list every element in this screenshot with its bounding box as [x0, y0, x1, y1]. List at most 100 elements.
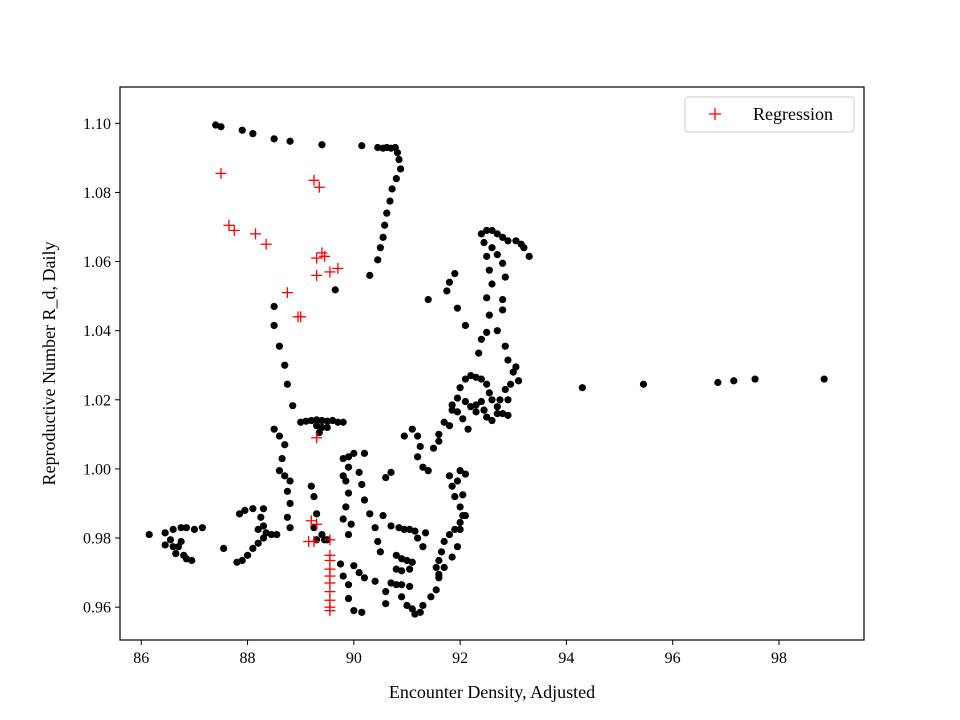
data-point — [374, 143, 382, 152]
data-point — [483, 328, 491, 336]
data-point — [198, 524, 206, 532]
data-point — [249, 544, 257, 553]
data-point — [371, 577, 379, 585]
data-point — [483, 380, 491, 388]
data-point — [379, 233, 387, 241]
data-point — [443, 287, 451, 295]
data-point — [435, 556, 443, 565]
data-point — [374, 256, 382, 264]
data-point — [414, 453, 422, 461]
data-point — [406, 565, 414, 573]
data-point — [512, 237, 520, 245]
plot-frame — [119, 86, 865, 641]
data-point — [283, 513, 291, 521]
data-point — [400, 432, 408, 440]
data-point — [496, 396, 504, 404]
data-point — [177, 524, 185, 532]
data-point — [475, 349, 483, 357]
data-point — [445, 422, 454, 430]
data-point — [344, 581, 353, 589]
data-point — [286, 477, 294, 485]
data-point — [243, 551, 252, 559]
data-point — [714, 378, 722, 387]
data-point — [419, 543, 427, 551]
data-point — [177, 537, 185, 546]
data-point — [499, 295, 507, 304]
regression-point — [308, 174, 320, 186]
data-point — [504, 356, 512, 364]
data-point — [336, 560, 345, 568]
data-point — [477, 375, 485, 383]
data-point — [182, 524, 191, 532]
data-point — [451, 525, 459, 534]
data-point — [188, 556, 196, 565]
data-point — [445, 472, 454, 480]
data-point — [249, 505, 257, 513]
data-point — [435, 437, 443, 445]
data-point — [344, 530, 353, 539]
data-point — [313, 416, 321, 424]
data-point — [273, 530, 281, 539]
regression-point — [319, 250, 331, 262]
data-point — [493, 403, 501, 411]
x-axis: 86 88 90 92 94 96 98 — [133, 640, 787, 667]
data-point — [358, 608, 366, 616]
data-point — [376, 548, 384, 556]
regression-point — [308, 535, 320, 547]
data-point — [485, 266, 493, 274]
data-point — [501, 342, 509, 350]
data-point — [350, 449, 358, 457]
data-point — [257, 513, 265, 521]
data-point — [451, 270, 459, 278]
data-point — [456, 467, 464, 475]
y-tick-label: 1.10 — [83, 116, 111, 133]
x-tick-label: 96 — [665, 650, 681, 667]
data-point — [520, 244, 528, 252]
data-point — [366, 510, 374, 518]
x-tick-label: 88 — [240, 650, 256, 667]
points-layer — [145, 121, 828, 618]
data-point — [461, 511, 470, 520]
data-point — [408, 558, 416, 566]
data-point — [315, 429, 323, 437]
data-point — [323, 423, 331, 432]
data-point — [448, 401, 456, 409]
data-point — [262, 529, 270, 537]
data-point — [411, 527, 419, 535]
regression-point — [223, 219, 235, 231]
data-point — [254, 525, 262, 534]
data-point — [477, 397, 485, 406]
data-point — [440, 563, 448, 572]
y-tick-label: 0.96 — [83, 600, 111, 617]
data-point — [350, 607, 358, 615]
data-point — [400, 525, 408, 534]
data-point — [339, 572, 347, 580]
data-point — [387, 522, 395, 530]
data-point — [416, 442, 424, 451]
data-point — [360, 496, 369, 504]
data-point — [483, 226, 491, 235]
data-point — [259, 522, 268, 530]
data-point — [275, 467, 284, 475]
data-point — [501, 385, 509, 394]
regression-point — [311, 252, 323, 264]
data-point — [347, 520, 355, 528]
data-point — [286, 499, 294, 508]
data-point — [435, 430, 443, 438]
regression-point — [215, 167, 227, 179]
data-point — [286, 137, 294, 145]
data-point — [278, 454, 286, 463]
data-point — [392, 551, 400, 559]
data-point — [344, 463, 353, 471]
regression-point — [250, 228, 262, 240]
data-point — [453, 408, 462, 416]
data-point — [393, 149, 402, 157]
data-point — [270, 302, 278, 311]
legend-entry-regression: Regression — [753, 104, 833, 124]
data-point — [453, 543, 462, 551]
data-point — [281, 472, 289, 480]
data-point — [383, 209, 391, 217]
data-point — [472, 408, 480, 416]
data-point — [456, 525, 464, 534]
